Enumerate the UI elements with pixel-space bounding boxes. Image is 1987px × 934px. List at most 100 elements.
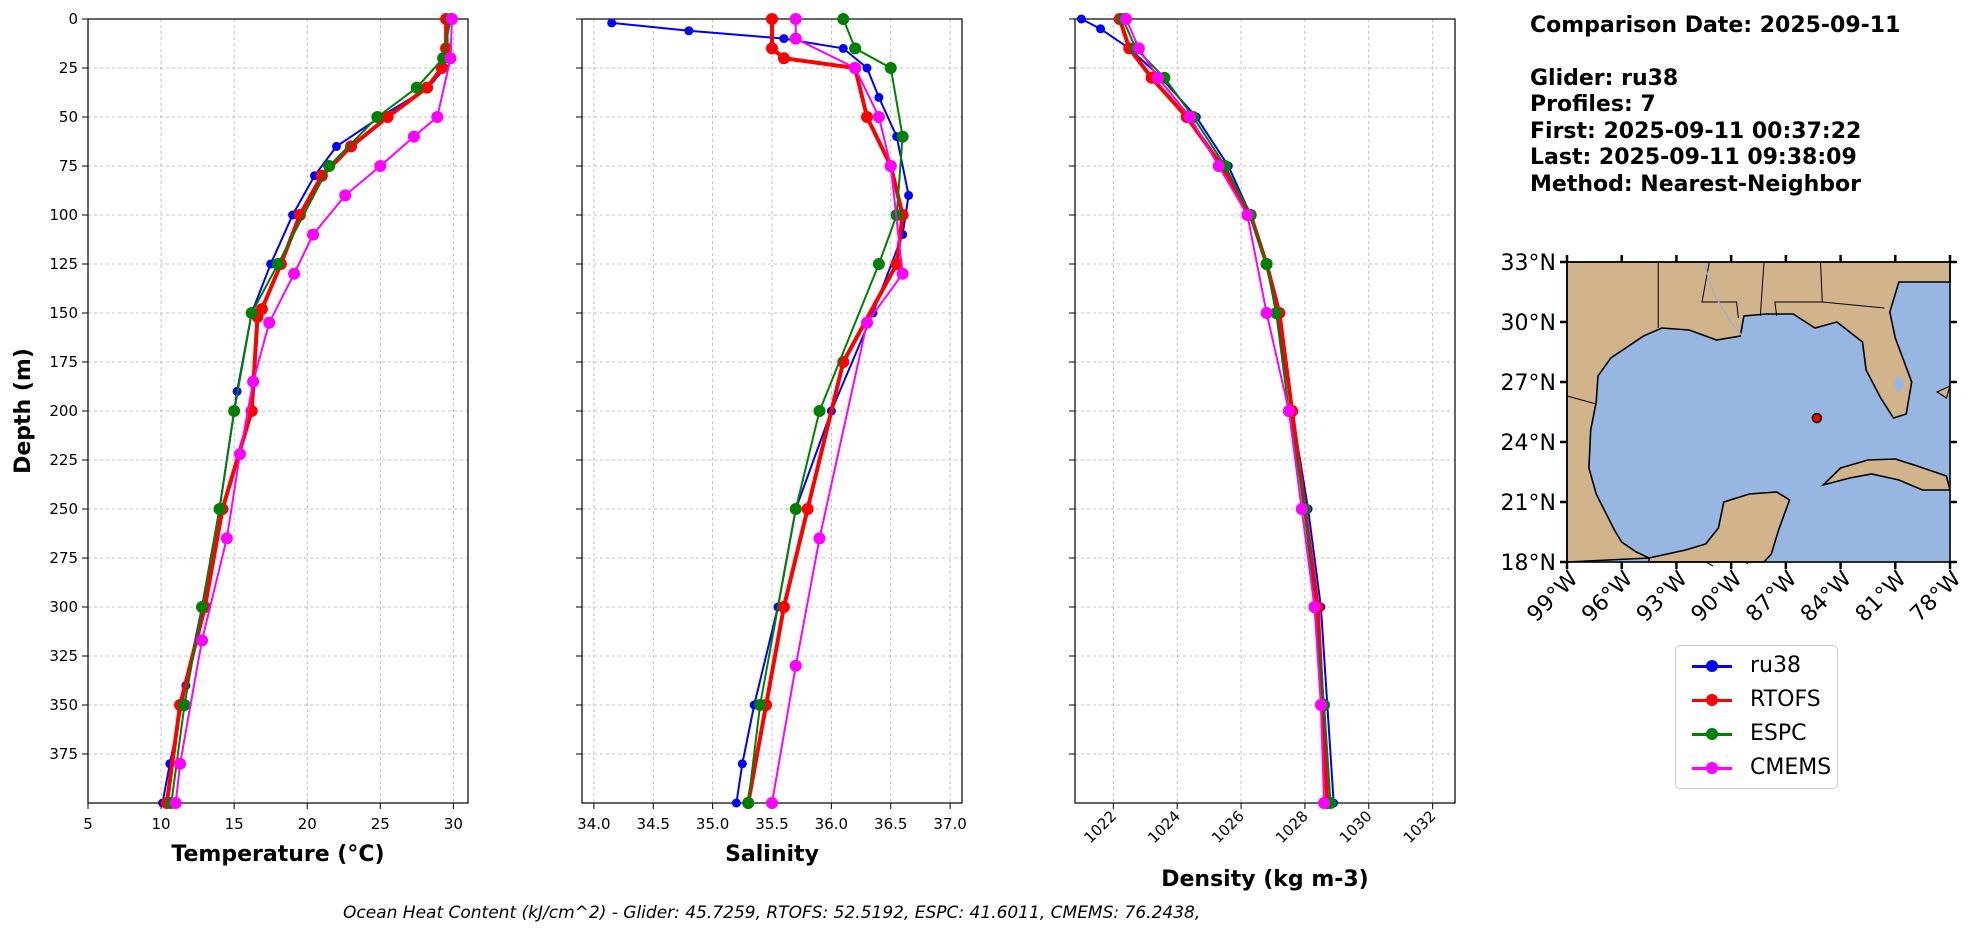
y-tick-label: 100	[49, 206, 78, 224]
lon-label: 78°W	[1906, 566, 1967, 627]
data-point	[196, 601, 208, 613]
data-point	[410, 81, 423, 94]
legend-label: RTOFS	[1750, 687, 1821, 712]
series-cmems	[766, 13, 909, 809]
data-point	[837, 13, 850, 25]
data-point	[1295, 503, 1308, 515]
y-tick-label: 0	[68, 10, 78, 28]
grid-lines	[1075, 18, 1455, 803]
data-point	[1120, 13, 1133, 25]
lon-label: 84°W	[1796, 566, 1857, 627]
data-point	[1132, 42, 1145, 55]
data-point	[904, 190, 914, 200]
data-point	[777, 52, 790, 65]
data-point	[1314, 699, 1327, 711]
data-point	[445, 13, 458, 25]
data-point	[896, 130, 909, 143]
glider-position-marker	[1811, 412, 1823, 424]
data-point	[339, 189, 352, 202]
x-tick-label: 1022	[1080, 807, 1120, 847]
glider-name: Glider: ru38	[1530, 65, 1679, 91]
legend-label: ru38	[1750, 653, 1801, 678]
x-axis-label: Density (kg m-3)	[1161, 867, 1369, 892]
series-cmems	[1120, 13, 1331, 809]
data-point	[371, 111, 384, 123]
lat-label: 18°N	[1501, 551, 1556, 576]
data-point	[742, 797, 755, 809]
y-tick-label: 300	[49, 598, 78, 616]
profile-count: Profiles: 7	[1530, 92, 1656, 117]
axes-frame	[87, 18, 469, 804]
state-border	[1774, 261, 1823, 317]
lat-label: 24°N	[1501, 431, 1556, 456]
legend-item-cmems: CMEMS	[1684, 754, 1834, 784]
data-point	[1183, 111, 1196, 123]
data-point	[890, 258, 903, 270]
data-point	[884, 160, 897, 172]
x-tick-label: 1024	[1144, 807, 1184, 847]
data-point	[444, 52, 457, 65]
y-tick-label: 275	[49, 549, 78, 567]
data-point	[849, 42, 862, 55]
info-block: Comparison Date: 2025-09-11 Glider: ru38…	[1530, 13, 1900, 198]
x-tick-label: 36.5	[874, 815, 907, 833]
x-tick-label: 1032	[1400, 807, 1440, 847]
series-ru38	[607, 18, 914, 808]
data-point	[777, 601, 790, 613]
data-point	[213, 503, 226, 515]
legend-marker	[1706, 694, 1718, 706]
land-north-america	[1566, 261, 1951, 563]
x-tick-label: 34.5	[637, 815, 670, 833]
series-cmems	[169, 13, 458, 809]
data-point	[323, 160, 336, 172]
x-tick-label: 1028	[1272, 807, 1312, 847]
temperature-panel: 5 10 15 20 25 3002550751001251501752002252502…	[11, 10, 469, 867]
data-point	[861, 111, 873, 123]
method: Method: Nearest-Neighbor	[1530, 171, 1861, 197]
legend-marker	[1706, 728, 1718, 740]
data-point	[220, 532, 233, 545]
data-point	[789, 32, 802, 45]
data-point	[779, 34, 789, 44]
data-point	[245, 307, 258, 319]
mississippi-river	[1703, 261, 1745, 339]
y-tick-label: 200	[49, 402, 78, 420]
data-point	[174, 757, 187, 770]
y-tick-label: 250	[49, 500, 78, 518]
y-tick-label: 325	[49, 647, 78, 665]
legend-item-rtofs: RTOFS	[1684, 686, 1834, 716]
data-point	[684, 26, 694, 36]
x-tick-label: 1030	[1336, 807, 1376, 847]
data-point	[766, 13, 778, 25]
data-point	[1270, 307, 1283, 319]
data-point	[1152, 71, 1165, 84]
state-border	[1566, 395, 1597, 405]
lon-label: 93°W	[1632, 566, 1693, 627]
lat-label: 30°N	[1501, 311, 1556, 336]
data-point	[247, 375, 260, 388]
data-point	[263, 316, 276, 329]
data-point	[1282, 405, 1295, 417]
lat-label: 21°N	[1501, 491, 1556, 516]
data-point	[872, 111, 885, 123]
data-point	[431, 111, 444, 123]
data-point	[381, 111, 394, 123]
comparison-date: Comparison Date: 2025-09-11	[1530, 13, 1901, 38]
data-point	[874, 92, 884, 102]
data-point	[838, 43, 848, 53]
data-point	[607, 18, 617, 28]
data-point	[178, 699, 191, 711]
data-point	[1260, 258, 1273, 270]
legend-item-espc: ESPC	[1684, 720, 1834, 750]
legend: ru38 RTOFS ESPC CMEMS	[1675, 645, 1838, 789]
data-point	[228, 405, 241, 417]
ohc-footer: Ocean Heat Content (kJ/cm^2) - Glider: 4…	[343, 903, 1201, 923]
data-point	[801, 503, 814, 515]
y-tick-label: 175	[49, 353, 78, 371]
data-point	[1308, 601, 1321, 613]
x-tick-label: 1026	[1208, 807, 1248, 847]
y-tick-label: 225	[49, 451, 78, 469]
state-border	[1759, 261, 1765, 317]
series-rtofs	[1113, 13, 1334, 809]
